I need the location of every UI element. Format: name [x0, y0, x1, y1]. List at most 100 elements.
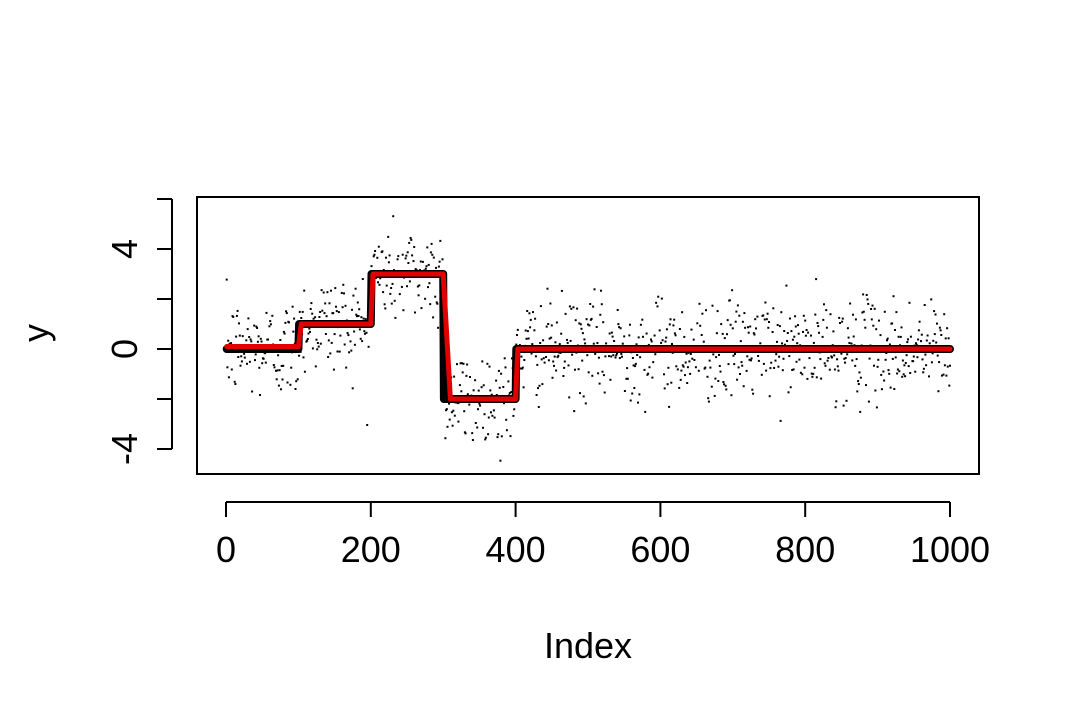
data-point — [537, 406, 540, 408]
data-point — [619, 327, 622, 330]
data-point — [650, 338, 652, 341]
data-point — [894, 329, 896, 331]
data-point — [711, 304, 714, 307]
data-point — [804, 334, 807, 337]
data-point — [594, 352, 597, 355]
data-point — [405, 254, 408, 257]
data-point — [717, 380, 720, 382]
data-point — [805, 329, 808, 331]
data-point — [741, 320, 744, 323]
data-point — [702, 340, 705, 343]
data-point — [725, 388, 728, 391]
y-axis-title: y — [15, 324, 56, 342]
data-point — [610, 331, 613, 334]
data-point — [727, 363, 730, 366]
data-point — [745, 369, 748, 372]
data-point — [372, 255, 375, 258]
data-point — [637, 401, 639, 404]
data-point — [230, 368, 233, 371]
data-point — [545, 356, 547, 358]
data-point — [742, 385, 745, 388]
data-point — [785, 284, 788, 287]
data-point — [393, 299, 396, 302]
data-point — [516, 334, 518, 336]
data-point — [813, 366, 816, 369]
data-point — [463, 410, 466, 413]
data-point — [759, 342, 762, 345]
data-point — [818, 331, 820, 334]
data-point — [279, 339, 282, 341]
data-point — [610, 355, 613, 358]
data-point — [859, 376, 862, 379]
data-point — [533, 329, 536, 332]
data-point — [294, 388, 297, 390]
data-point — [930, 361, 933, 364]
data-point — [631, 392, 634, 395]
data-point — [836, 365, 839, 368]
data-point — [689, 353, 692, 355]
data-point — [730, 394, 733, 397]
data-point — [503, 357, 506, 360]
data-point — [568, 396, 571, 399]
data-point — [264, 352, 267, 355]
data-point — [257, 335, 260, 338]
data-point — [932, 339, 935, 342]
data-point — [634, 365, 637, 368]
data-point — [920, 333, 923, 336]
data-point — [936, 322, 938, 325]
fitted-lines — [222, 270, 954, 403]
data-point — [249, 338, 252, 341]
data-point — [404, 257, 407, 260]
data-point — [880, 373, 883, 376]
data-point — [707, 397, 710, 400]
data-point — [894, 356, 897, 359]
data-point — [503, 402, 505, 405]
data-point — [939, 329, 942, 332]
data-point — [469, 376, 471, 378]
data-point — [804, 319, 807, 322]
data-point — [477, 389, 480, 392]
data-point — [667, 366, 670, 369]
data-point — [825, 326, 828, 329]
data-point — [739, 340, 742, 343]
data-point — [413, 246, 416, 248]
data-point — [562, 375, 565, 377]
data-point — [511, 357, 513, 360]
data-point — [232, 315, 235, 318]
data-point — [472, 389, 475, 392]
data-point — [500, 372, 503, 375]
data-point — [726, 319, 729, 322]
data-point — [502, 386, 505, 388]
data-point — [615, 354, 618, 357]
data-point — [632, 364, 635, 367]
data-point — [613, 340, 616, 342]
x-tick-label: 600 — [630, 529, 690, 570]
data-point — [889, 386, 892, 389]
data-point — [320, 289, 323, 292]
data-point — [484, 438, 487, 441]
data-point — [772, 307, 775, 310]
data-point — [227, 376, 230, 379]
data-point — [402, 309, 405, 312]
data-point — [675, 365, 678, 368]
data-point — [234, 383, 237, 385]
data-point — [225, 278, 228, 281]
data-point — [539, 305, 542, 308]
data-point — [536, 363, 539, 366]
data-point — [523, 359, 526, 361]
data-point — [477, 408, 479, 411]
data-point — [419, 260, 422, 263]
data-point — [448, 418, 451, 421]
data-point — [886, 339, 888, 342]
data-point — [301, 310, 304, 313]
data-point — [734, 353, 736, 355]
data-point — [309, 308, 312, 310]
data-point — [461, 371, 464, 374]
data-point — [497, 433, 500, 436]
data-point — [275, 369, 277, 372]
data-point — [825, 309, 828, 312]
data-point — [878, 319, 880, 322]
data-point — [689, 372, 692, 375]
data-point — [363, 330, 366, 333]
data-point — [283, 332, 286, 335]
